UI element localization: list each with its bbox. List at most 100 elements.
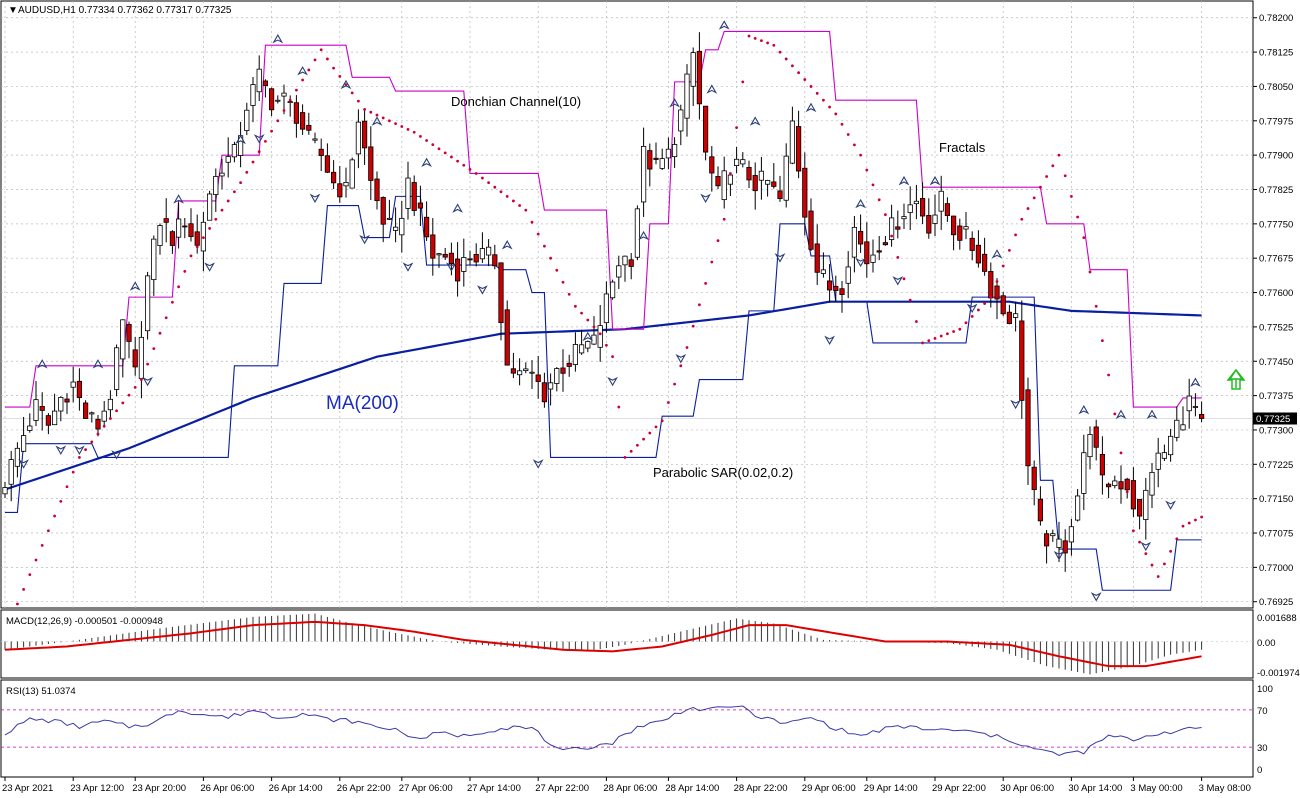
fractal-down-icon: [359, 234, 370, 245]
sar-dot: [1113, 412, 1117, 416]
price-tick-label: 0.77000: [1259, 563, 1293, 574]
rsi-layer: [1, 705, 1253, 757]
candle: [1174, 406, 1180, 442]
sar-dot: [716, 239, 720, 243]
sar-dot: [499, 190, 503, 194]
sar-dot: [245, 170, 249, 174]
time-axis: 23 Apr 2021 23 Apr 12:00 23 Apr 20:00 26 Ap…: [2, 777, 1251, 794]
candle: [820, 252, 827, 278]
fractal-down-icon: [1165, 500, 1176, 510]
price-tick-label: 0.78050: [1259, 82, 1293, 93]
candle: [678, 104, 684, 146]
candle: [703, 105, 709, 161]
sar-dot: [555, 268, 559, 272]
price-panel[interactable]: 0.78200 0.78125 0.78050 0.77975 0.77900 0.778…: [0, 0, 1297, 609]
candle: [132, 337, 138, 376]
sar-dot: [933, 336, 937, 340]
candle: [374, 171, 380, 210]
fractal-down-icon: [824, 335, 835, 346]
candle: [610, 279, 616, 300]
time-tick-label: 26 Apr 22:00: [337, 783, 391, 794]
fractal-down-icon: [1140, 541, 1152, 552]
candle: [1068, 518, 1074, 556]
fractal-up-icon: [36, 359, 48, 369]
sar-dot: [524, 208, 528, 212]
candle: [355, 109, 362, 169]
candle: [206, 190, 213, 221]
price-tick-label: 0.77450: [1259, 357, 1293, 368]
fractal-down-icon: [309, 193, 321, 204]
candle: [306, 112, 312, 135]
price-tick-label: 0.77075: [1259, 529, 1293, 540]
chart-header: AUDUSD,H1 0.77334 0.77362 0.77317 0.7732…: [18, 5, 232, 16]
fractal-up-icon: [92, 359, 104, 369]
sar-dot: [468, 167, 472, 171]
time-tick-label: 30 Apr 14:00: [1068, 783, 1122, 794]
chart-header-arrow[interactable]: ▼: [8, 5, 18, 16]
candle: [1143, 477, 1149, 540]
candle: [1013, 302, 1019, 332]
sar-dot: [146, 362, 150, 366]
fractal-up-icon: [1078, 404, 1090, 415]
candle: [213, 168, 219, 212]
fractal-down-icon: [1053, 550, 1065, 561]
sar-dot: [549, 256, 552, 260]
sar-dot: [1020, 217, 1024, 221]
sar-dot: [636, 443, 639, 447]
sar-dot: [34, 558, 38, 562]
candle: [423, 201, 430, 241]
candle: [566, 354, 572, 377]
sar-dot: [78, 456, 81, 459]
sar-dot: [822, 98, 825, 102]
candle: [789, 106, 796, 165]
candle: [696, 32, 703, 120]
sar-dot: [1119, 451, 1123, 455]
candle: [752, 162, 758, 210]
rsi-panel[interactable]: RSI(13) 51.0374 100 70 30 0: [0, 679, 1273, 778]
sar-dot: [977, 308, 980, 312]
sar-dot: [512, 199, 515, 203]
fractal-down-icon: [855, 257, 866, 268]
price-tick-label: 0.78125: [1259, 48, 1293, 59]
sar-dot: [313, 58, 317, 62]
sar-dot: [1194, 518, 1197, 522]
sar-dot: [140, 378, 143, 381]
candle: [882, 235, 889, 246]
candle: [52, 393, 58, 426]
candle: [665, 137, 672, 170]
sar-dot: [1088, 270, 1092, 274]
sar-dot: [301, 78, 304, 82]
sar-dot: [332, 66, 335, 70]
candle: [268, 87, 275, 117]
sar-dot: [964, 321, 968, 325]
candle: [517, 358, 523, 386]
candle: [715, 166, 721, 190]
candle: [1081, 434, 1087, 511]
sar-dot: [1181, 524, 1185, 528]
candle: [622, 255, 628, 282]
sar-dot: [220, 208, 224, 212]
sar-dot: [425, 139, 428, 142]
fractal-up-icon: [272, 33, 284, 44]
sar-dot: [834, 112, 838, 116]
candle: [1149, 463, 1155, 509]
fractal-up-icon: [371, 116, 383, 126]
sar-dot: [40, 543, 44, 547]
macd-panel[interactable]: MACD(12,26,9) -0.000501 -0.000948 0.0016…: [0, 609, 1300, 679]
sar-dot: [1076, 215, 1079, 219]
candle: [64, 393, 70, 414]
sar-dot: [629, 449, 633, 453]
candle: [330, 160, 337, 190]
sar-dot: [338, 74, 342, 78]
sar-dot: [350, 91, 354, 95]
candle: [1044, 530, 1050, 564]
sar-dot: [437, 147, 441, 151]
sar-dot: [202, 236, 205, 239]
candle: [796, 110, 802, 179]
buy-arrow-icon[interactable]: [1226, 368, 1246, 390]
price-tick-label: 0.77675: [1259, 254, 1293, 265]
candle: [851, 216, 858, 273]
sar-dot: [53, 514, 56, 518]
candle: [1112, 475, 1118, 489]
candle: [1155, 437, 1161, 488]
